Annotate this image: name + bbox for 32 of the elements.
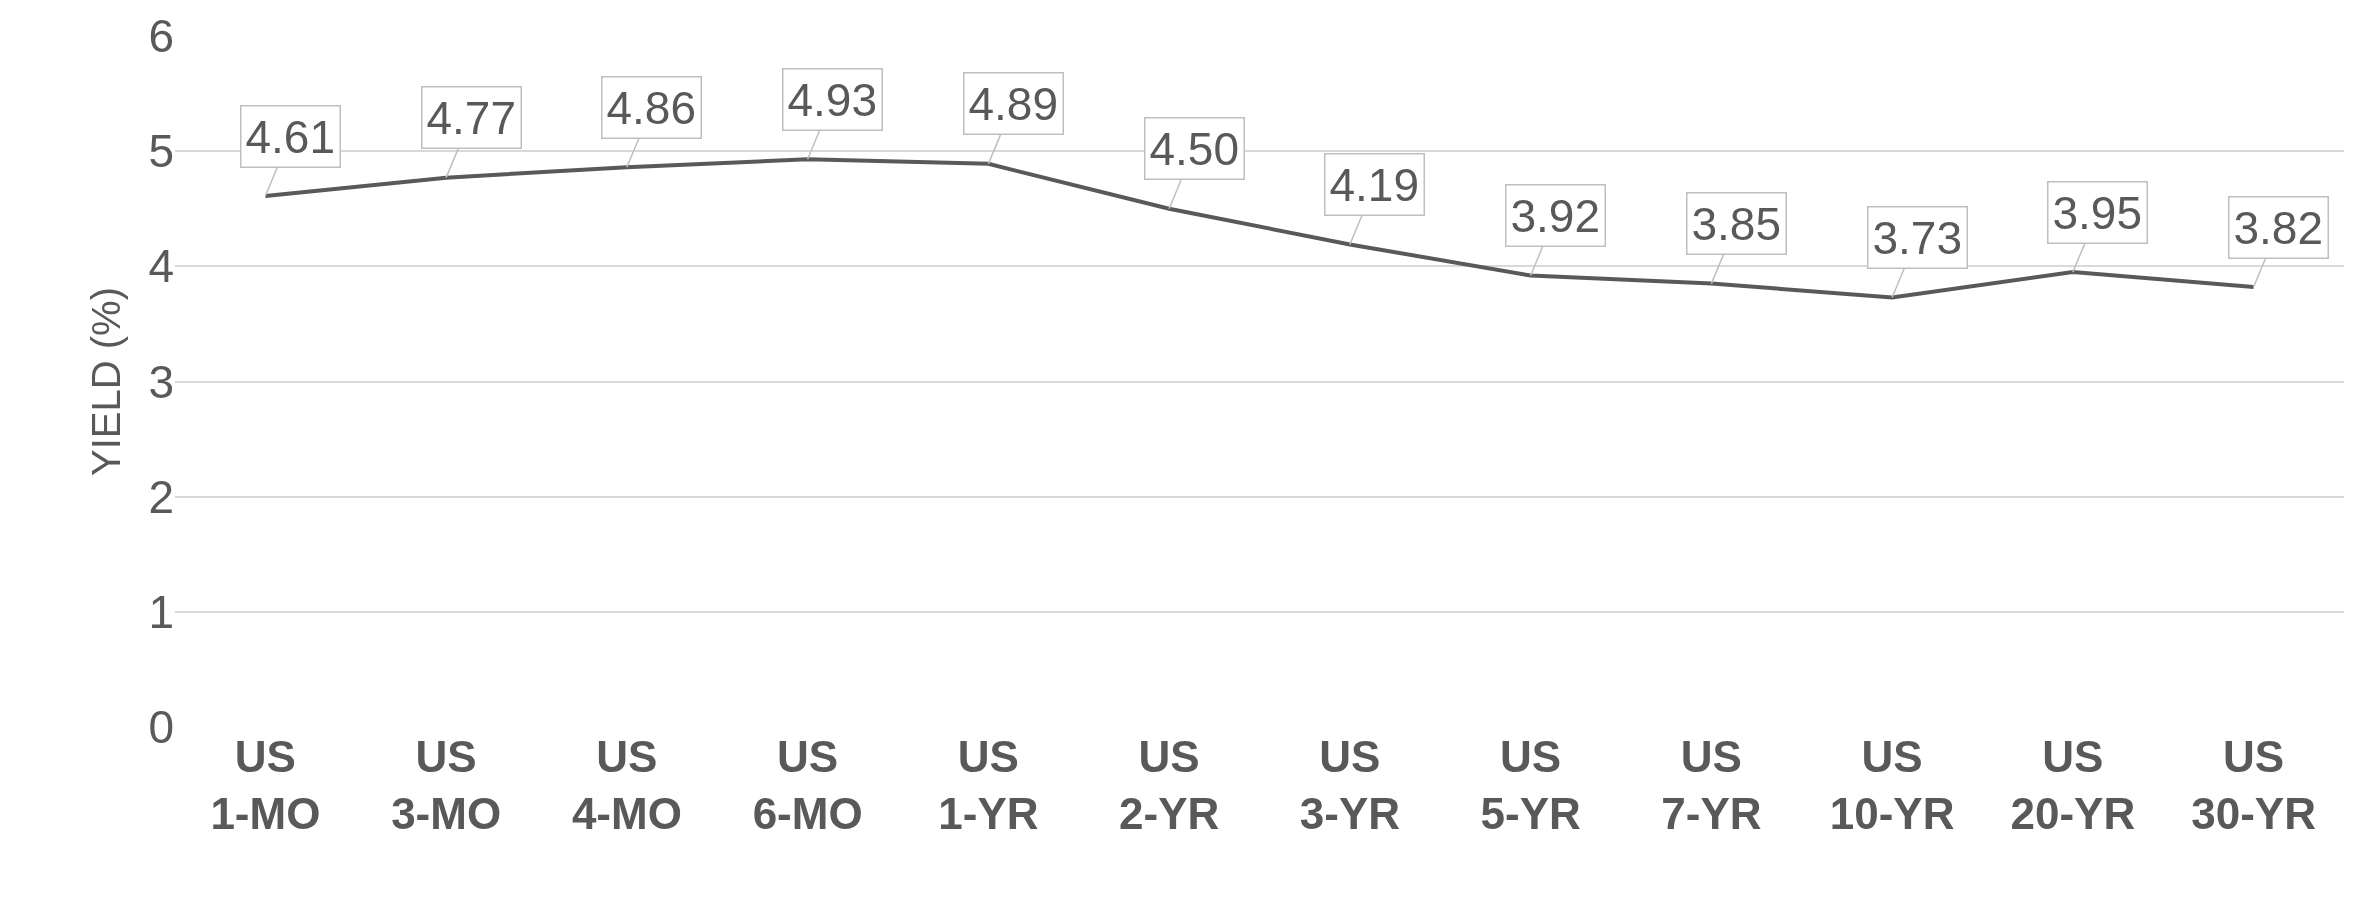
y-tick-label: 2 xyxy=(148,470,174,523)
x-tick-label: US 10-YR xyxy=(1829,732,1955,839)
y-tick-label: 0 xyxy=(148,701,174,754)
data-label: 3.82 xyxy=(2233,201,2324,254)
data-label: 4.89 xyxy=(968,77,1059,130)
x-tick-label: US 1-MO xyxy=(210,732,321,839)
data-label: 3.92 xyxy=(1510,189,1601,242)
y-tick-label: 5 xyxy=(148,125,174,178)
y-axis-title: YIELD (%) xyxy=(83,287,128,476)
y-tick-label: 3 xyxy=(148,355,174,408)
x-tick-label: US 1-YR xyxy=(938,732,1039,839)
x-tick-label: US 4-MO xyxy=(571,732,682,839)
y-tick-label: 1 xyxy=(148,585,174,638)
y-tick-label: 4 xyxy=(148,240,174,293)
x-tick-label: US 6-MO xyxy=(752,732,863,839)
data-label: 4.61 xyxy=(245,110,336,163)
x-tick-label: US 5-YR xyxy=(1480,732,1581,839)
data-label: 4.19 xyxy=(1329,158,1420,211)
x-tick-label: US 30-YR xyxy=(2191,732,2316,839)
data-label: 3.85 xyxy=(1691,197,1782,250)
x-tick-label: US 3-MO xyxy=(391,732,502,839)
x-tick-label: US 3-YR xyxy=(1299,732,1401,839)
data-label: 4.50 xyxy=(1149,122,1240,175)
x-tick-label: US 2-YR xyxy=(1119,732,1220,839)
data-label: 3.73 xyxy=(1872,211,1963,264)
data-label: 4.93 xyxy=(787,73,878,126)
y-tick-label: 6 xyxy=(148,10,174,63)
data-label: 3.95 xyxy=(2052,186,2143,239)
x-tick-label: US 20-YR xyxy=(2010,732,2136,839)
x-tick-label: US 7-YR xyxy=(1661,732,1762,839)
data-label: 4.86 xyxy=(606,81,697,134)
data-label: 4.77 xyxy=(426,91,517,144)
